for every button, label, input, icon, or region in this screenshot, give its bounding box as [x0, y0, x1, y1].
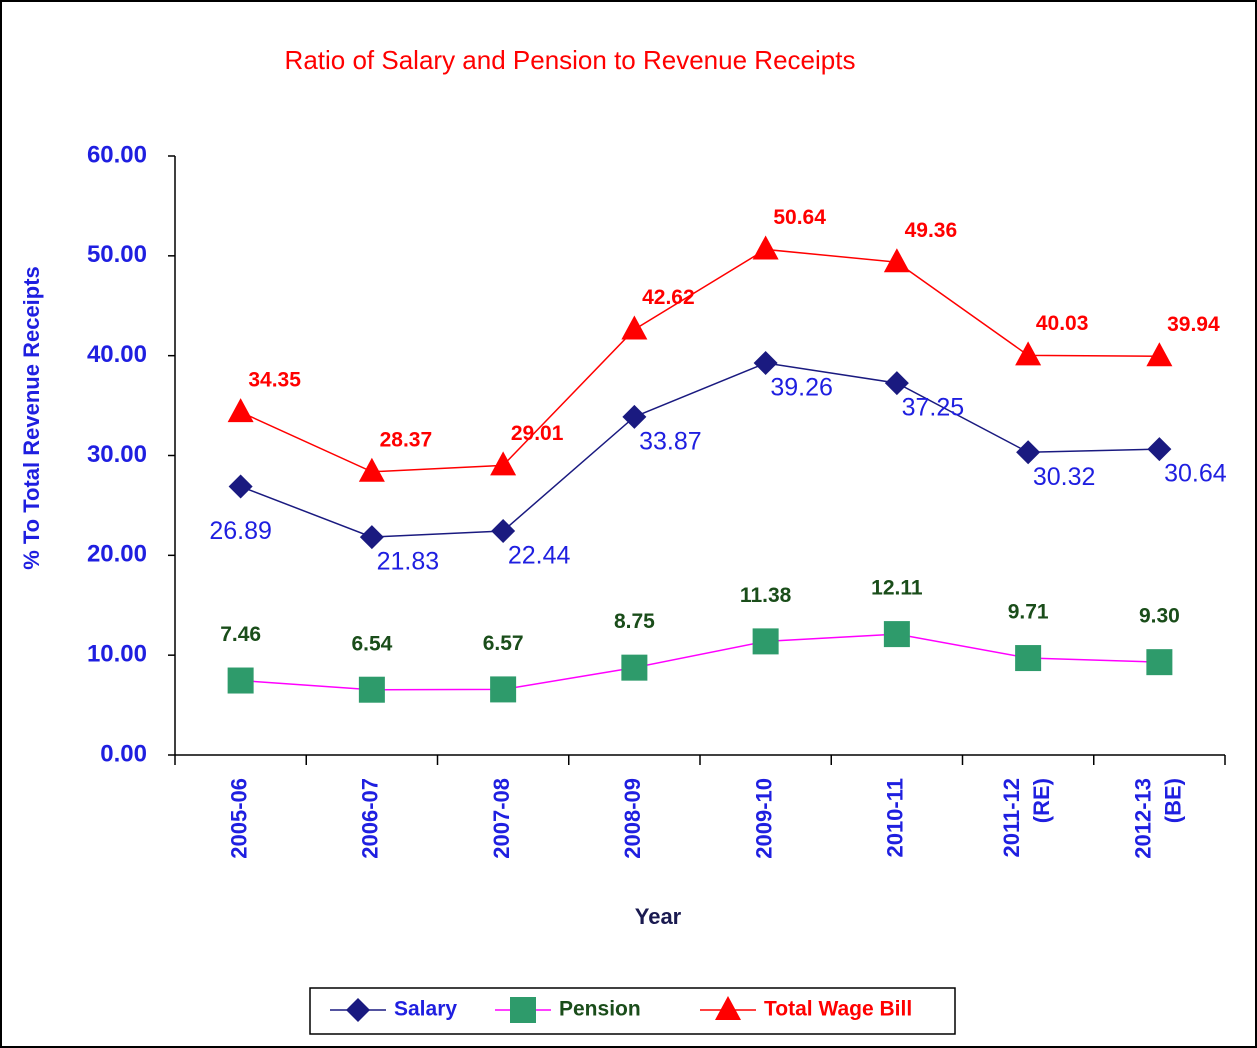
point — [622, 404, 647, 429]
data-label: 33.87 — [639, 427, 702, 455]
point — [490, 451, 517, 476]
y-tick-label: 50.00 — [87, 241, 147, 268]
x-tick-label: 2010-11 — [883, 778, 908, 858]
data-label: 29.01 — [511, 422, 564, 445]
data-label: 8.75 — [614, 610, 655, 633]
point — [752, 235, 779, 260]
y-axis-label: % To Total Revenue Receipts — [19, 266, 44, 570]
y-tick-label: 10.00 — [87, 641, 147, 668]
series-line — [240, 362, 1160, 538]
point — [1146, 649, 1173, 676]
point — [1146, 342, 1173, 367]
point — [883, 621, 910, 648]
series-line — [240, 248, 1160, 473]
data-label: 9.30 — [1139, 605, 1180, 628]
point — [884, 371, 909, 396]
data-label: 42.62 — [642, 286, 695, 309]
x-tick-label-line: 2011-12 — [999, 778, 1024, 858]
data-label: 39.26 — [770, 374, 833, 402]
data-label: 28.37 — [380, 428, 433, 451]
legend-label: Pension — [559, 998, 641, 1021]
data-label: 7.46 — [220, 623, 261, 646]
data-label: 9.71 — [1008, 601, 1049, 624]
y-tick-label: 40.00 — [87, 341, 147, 368]
point — [753, 351, 778, 376]
x-tick-label: 2005-06 — [226, 778, 251, 859]
point — [1015, 341, 1042, 366]
data-label: 34.35 — [248, 369, 301, 392]
point — [227, 667, 254, 694]
data-label: 6.57 — [483, 632, 524, 655]
data-label: 22.44 — [508, 542, 571, 570]
point — [490, 676, 517, 703]
y-tick-label: 60.00 — [87, 141, 147, 168]
x-tick-label: 2007-08 — [489, 778, 514, 859]
point — [621, 654, 648, 681]
data-label: 11.38 — [740, 584, 792, 607]
series-line — [240, 633, 1160, 691]
data-label: 37.25 — [902, 394, 965, 422]
data-label: 40.03 — [1036, 312, 1089, 335]
point — [491, 518, 516, 543]
data-label: 39.94 — [1167, 313, 1220, 336]
point — [1147, 437, 1172, 462]
x-tick-label: 2006-07 — [358, 778, 383, 859]
x-tick-label-line: (RE) — [1029, 778, 1054, 823]
point — [1015, 645, 1042, 672]
x-tick-label: 2008-09 — [620, 778, 645, 859]
legend-marker — [346, 998, 370, 1022]
point — [1016, 440, 1041, 465]
point — [621, 315, 648, 340]
point — [883, 248, 910, 273]
legend-label: Salary — [394, 998, 457, 1021]
x-tick-label-line: 2012-13 — [1130, 778, 1155, 859]
data-label: 21.83 — [377, 548, 440, 576]
point — [358, 457, 385, 482]
x-tick-label: 2012-13 (BE) — [1130, 778, 1185, 859]
legend-box — [309, 987, 956, 1035]
x-tick-label: 2011-12 (RE) — [999, 778, 1054, 858]
x-tick-label: 2009-10 — [751, 778, 776, 859]
data-label: 50.64 — [773, 206, 826, 229]
legend-label: Total Wage Bill — [764, 998, 912, 1021]
x-tick-label-line: (BE) — [1160, 778, 1185, 823]
y-tick-label: 0.00 — [100, 740, 147, 767]
point — [228, 474, 253, 499]
data-label: 6.54 — [351, 632, 392, 655]
data-label: 30.32 — [1033, 463, 1096, 491]
y-tick-label: 30.00 — [87, 441, 147, 468]
x-axis-label: Year — [635, 904, 682, 929]
y-tick-label: 20.00 — [87, 541, 147, 568]
legend-marker — [715, 996, 741, 1020]
data-label: 12.11 — [871, 577, 923, 600]
data-label: 26.89 — [209, 517, 272, 545]
data-label: 49.36 — [905, 219, 958, 242]
point — [752, 628, 779, 655]
point — [227, 398, 254, 423]
data-label: 30.64 — [1164, 460, 1227, 488]
legend-marker — [510, 997, 536, 1023]
point — [358, 676, 385, 703]
chart-title: Ratio of Salary and Pension to Revenue R… — [285, 45, 856, 75]
point — [359, 525, 384, 550]
